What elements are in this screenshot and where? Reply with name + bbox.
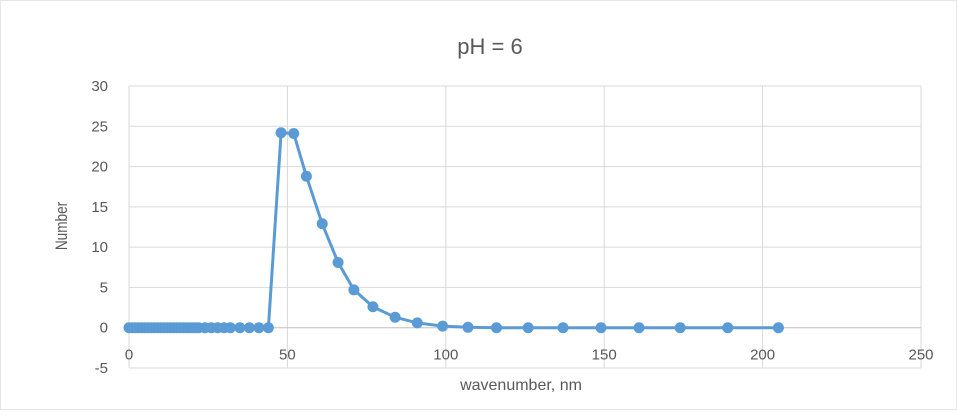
series-line — [129, 131, 779, 330]
y-axis-label: Number — [53, 202, 72, 250]
y-axis-ticks: -5 0 5 10 15 20 25 30 — [91, 78, 108, 377]
y-tick-label: 10 — [91, 239, 108, 256]
data-points — [123, 127, 784, 334]
y-tick-label: -5 — [95, 360, 108, 377]
data-point — [674, 322, 686, 334]
data-point — [462, 321, 474, 333]
data-point — [437, 320, 449, 332]
x-tick-label: 100 — [433, 347, 458, 364]
data-point — [300, 170, 312, 182]
y-tick-label: 15 — [91, 199, 108, 216]
x-tick-label: 150 — [592, 347, 617, 364]
y-tick-label: 20 — [91, 159, 108, 176]
data-point — [348, 284, 360, 296]
data-point — [288, 128, 300, 140]
y-tick-label: 0 — [100, 320, 108, 337]
data-point — [234, 322, 246, 334]
data-point — [243, 322, 255, 334]
chart-title: pH = 6 — [457, 34, 522, 59]
y-tick-label: 30 — [91, 78, 108, 95]
data-point — [490, 322, 502, 334]
data-point — [253, 322, 265, 334]
data-point — [316, 218, 328, 230]
gridlines — [128, 85, 922, 369]
data-point — [332, 256, 344, 268]
data-point — [557, 322, 569, 334]
x-tick-label: 200 — [750, 347, 775, 364]
x-axis-ticks: 0 50 100 150 200 250 — [125, 347, 934, 364]
data-point — [522, 322, 534, 334]
data-point — [595, 322, 607, 334]
x-tick-label: 250 — [908, 347, 933, 364]
y-tick-label: 25 — [91, 118, 108, 135]
data-point — [722, 322, 734, 334]
x-tick-label: 50 — [279, 347, 296, 364]
data-point — [275, 127, 287, 139]
data-point — [262, 322, 274, 334]
data-point — [633, 322, 645, 334]
data-point — [411, 317, 423, 329]
data-point — [772, 322, 784, 334]
data-point — [389, 311, 401, 323]
x-tick-label: 0 — [125, 347, 133, 364]
x-axis-label: wavenumber, nm — [459, 377, 582, 394]
y-tick-label: 5 — [100, 279, 108, 296]
data-point — [224, 322, 236, 334]
data-point — [367, 301, 379, 313]
